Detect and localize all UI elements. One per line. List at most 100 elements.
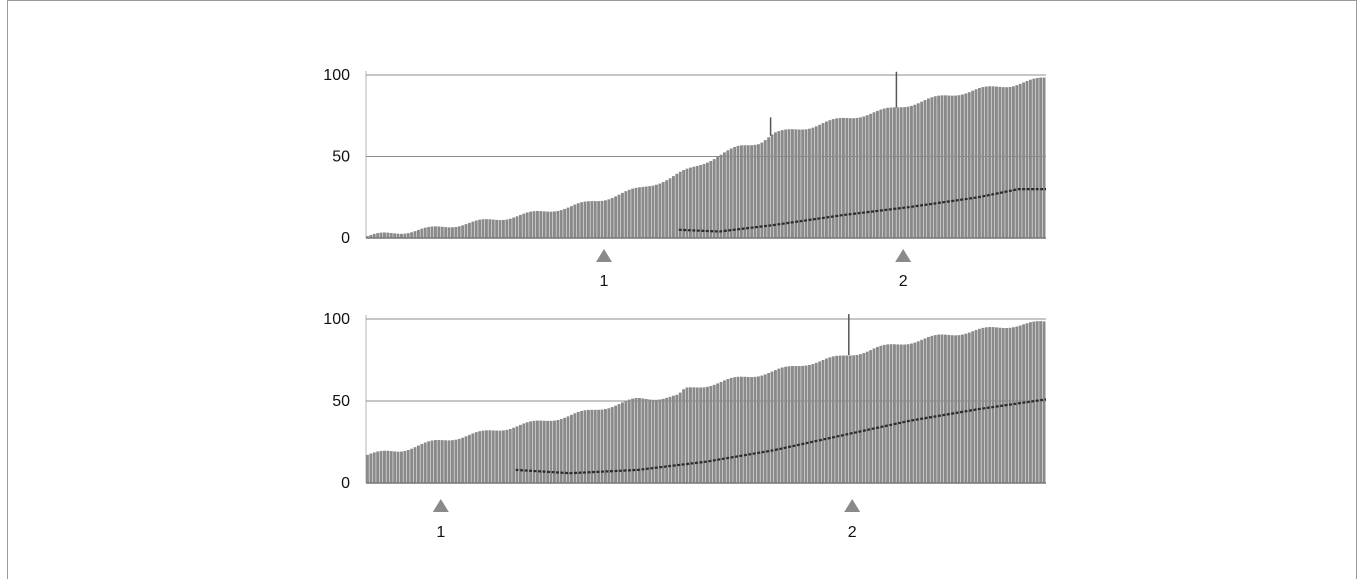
bar — [964, 93, 968, 238]
bar — [610, 198, 614, 238]
bar — [723, 152, 726, 238]
bar-group — [366, 77, 1046, 239]
bar — [957, 95, 961, 238]
bar-group — [366, 321, 1046, 483]
bar — [831, 119, 835, 238]
bar — [859, 354, 862, 483]
bar — [954, 335, 958, 483]
bar — [529, 211, 533, 238]
bar — [559, 210, 563, 238]
bar — [740, 145, 743, 238]
bar — [631, 188, 635, 238]
bar — [848, 118, 852, 238]
bar — [712, 384, 716, 483]
bar — [587, 409, 590, 483]
bar — [784, 366, 788, 483]
bar — [505, 219, 509, 238]
bar — [818, 124, 822, 238]
bar — [573, 204, 577, 238]
bar — [1032, 321, 1036, 483]
bar — [1022, 82, 1026, 238]
bar — [933, 96, 937, 239]
bar — [651, 185, 655, 238]
bar — [369, 453, 373, 483]
bar — [546, 211, 550, 238]
bar — [597, 409, 601, 483]
bar — [709, 385, 713, 483]
bar — [859, 117, 862, 238]
bar — [879, 345, 883, 483]
bar — [974, 89, 978, 239]
bar — [474, 220, 478, 238]
bar — [607, 408, 611, 483]
bar — [1042, 321, 1046, 483]
bar — [369, 234, 373, 238]
bar — [695, 165, 699, 238]
bar — [831, 356, 835, 483]
bar — [410, 232, 414, 238]
bar — [485, 219, 488, 238]
bar — [709, 161, 713, 238]
bar — [967, 332, 971, 483]
bar — [712, 159, 716, 238]
marker-label-2: 2 — [899, 273, 908, 290]
bar — [682, 170, 686, 238]
bar — [1029, 322, 1032, 483]
bar — [865, 351, 869, 483]
bar — [600, 200, 604, 238]
bar — [763, 374, 767, 483]
bar — [505, 429, 509, 483]
bar — [842, 355, 845, 483]
bar — [791, 129, 794, 238]
bar — [780, 130, 784, 238]
bar — [580, 410, 584, 483]
bar — [913, 104, 917, 238]
bar — [481, 219, 485, 238]
bar — [988, 86, 992, 238]
bar — [835, 355, 839, 483]
bar — [689, 167, 692, 238]
bar — [566, 416, 570, 483]
bar — [838, 117, 842, 238]
bar — [988, 327, 992, 483]
bar — [937, 334, 941, 483]
bar — [634, 398, 638, 483]
bar — [400, 233, 403, 238]
bar — [417, 229, 420, 238]
bar — [872, 112, 876, 238]
bar — [944, 334, 947, 483]
bar — [471, 221, 475, 238]
bar — [991, 327, 995, 483]
bar — [947, 334, 951, 483]
bar — [610, 407, 614, 483]
bar — [933, 335, 937, 483]
bar — [1012, 86, 1015, 238]
bar — [750, 377, 754, 483]
bar — [882, 108, 886, 238]
bar — [576, 203, 580, 238]
bar — [593, 201, 597, 238]
bar — [916, 341, 920, 483]
bar — [417, 445, 420, 483]
bar — [624, 191, 628, 238]
bar — [655, 184, 658, 238]
bar — [563, 417, 567, 483]
bar — [1018, 83, 1022, 238]
bar — [389, 232, 393, 238]
marker-label-1: 1 — [436, 524, 445, 541]
bar — [950, 335, 954, 483]
bar — [784, 129, 788, 238]
bar — [893, 107, 896, 238]
bar — [1018, 325, 1022, 483]
bar — [389, 451, 393, 483]
bar — [876, 346, 879, 483]
bar — [729, 377, 733, 483]
bar — [430, 440, 434, 483]
bar — [889, 107, 893, 238]
bar — [508, 428, 512, 483]
bar — [1001, 87, 1005, 238]
bar — [950, 95, 954, 239]
bar — [899, 344, 903, 483]
bar — [699, 165, 703, 238]
bar — [648, 186, 652, 238]
